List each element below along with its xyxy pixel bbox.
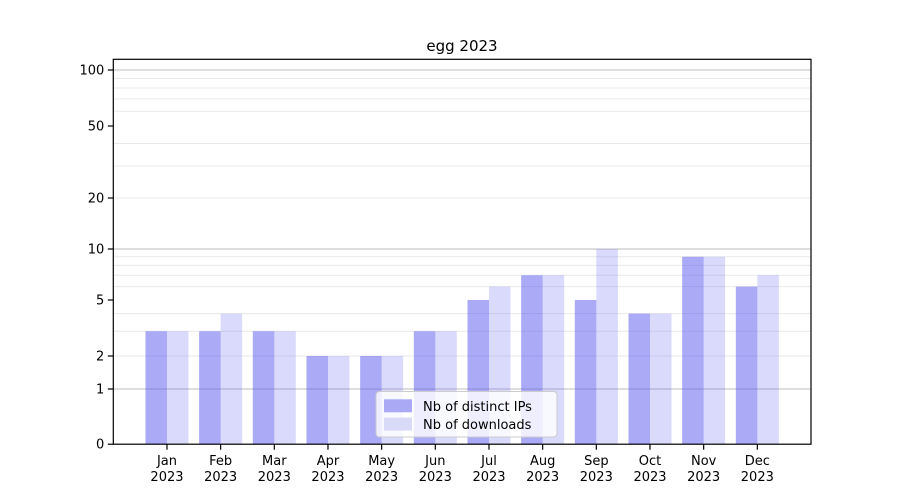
x-tick-label-month: Jul (480, 454, 497, 469)
x-tick-label-month: Oct (639, 454, 661, 469)
bar-ips-jan (145, 331, 167, 445)
bar-downloads-mar (274, 331, 296, 445)
bar-downloads-apr (327, 356, 350, 445)
y-tick-label: 10 (88, 243, 105, 258)
x-tick-label-year: 2023 (258, 470, 291, 485)
y-tick-label: 5 (96, 294, 104, 309)
legend-label-downloads: Nb of downloads (423, 418, 532, 433)
bar-ips-sep (574, 300, 597, 445)
legend-swatch-downloads (384, 417, 412, 431)
x-tick-label-year: 2023 (472, 470, 505, 485)
axes-layer: 0125102050100Jan2023Feb2023Mar2023Apr202… (79, 58, 812, 485)
bar-ips-oct (628, 313, 650, 445)
bar-ips-mar (252, 331, 275, 445)
bar-downloads-dec (757, 275, 779, 445)
bar-downloads-feb (220, 313, 243, 445)
x-tick-label-month: Jun (424, 454, 445, 469)
legend-swatch-ips (384, 399, 412, 413)
bar-downloads-sep (596, 249, 618, 445)
x-tick-label-month: Aug (530, 454, 555, 469)
x-tick-label-year: 2023 (150, 470, 183, 485)
bars-layer (145, 249, 779, 445)
x-tick-label-year: 2023 (204, 470, 237, 485)
bar-ips-dec (735, 286, 758, 445)
x-tick-label-year: 2023 (311, 470, 344, 485)
x-tick-label-month: May (368, 454, 395, 469)
y-tick-label: 20 (88, 192, 105, 207)
x-tick-label-year: 2023 (741, 470, 774, 485)
bar-downloads-nov (703, 256, 726, 445)
legend-box (375, 391, 558, 438)
grid-layer (113, 69, 811, 390)
bar-ips-apr (306, 356, 328, 445)
x-tick-label-month: Sep (584, 454, 609, 469)
x-tick-label-month: Feb (209, 454, 232, 469)
bar-ips-nov (682, 256, 704, 445)
x-tick-label-year: 2023 (419, 470, 452, 485)
y-tick-label: 0 (96, 438, 104, 453)
x-tick-label-month: Nov (691, 454, 717, 469)
chart-title: egg 2023 (426, 37, 497, 55)
legend: Nb of distinct IPs Nb of downloads (375, 391, 558, 438)
x-tick-label-year: 2023 (687, 470, 720, 485)
y-tick-label: 100 (79, 64, 104, 79)
plot-frame (112, 58, 812, 445)
x-tick-label-year: 2023 (580, 470, 613, 485)
bar-downloads-oct (649, 313, 672, 445)
x-tick-label-month: Apr (317, 454, 340, 469)
x-tick-label-year: 2023 (365, 470, 398, 485)
legend-label-ips: Nb of distinct IPs (423, 400, 532, 415)
y-tick-label: 50 (88, 120, 105, 135)
y-tick-label: 1 (96, 383, 104, 398)
x-tick-label-month: Dec (745, 454, 770, 469)
x-tick-label-month: Jan (156, 454, 177, 469)
y-tick-label: 2 (96, 350, 104, 365)
x-tick-label-year: 2023 (526, 470, 559, 485)
x-tick-label-year: 2023 (633, 470, 666, 485)
x-tick-label-month: Mar (262, 454, 287, 469)
bar-ips-feb (199, 331, 221, 445)
bar-downloads-jan (166, 331, 189, 445)
